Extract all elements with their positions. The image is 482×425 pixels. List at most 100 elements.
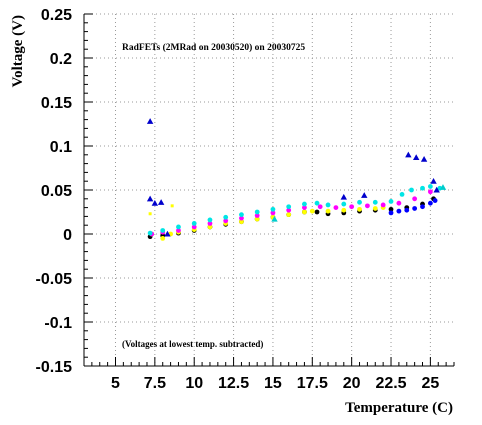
data-point [427,184,433,189]
data-point [413,154,420,160]
data-point [286,212,292,218]
data-point [309,208,315,214]
data-point [439,184,447,190]
data-point [396,200,402,206]
x-tick-label: 7.5 [144,375,166,392]
data-point [420,156,428,162]
data-point [432,198,438,203]
x-tick-label: 25 [421,375,439,392]
data-point [160,236,166,241]
data-point [239,219,244,225]
y-tick-label: -0.15 [36,359,73,376]
data-point [239,215,244,221]
data-point [207,217,213,223]
data-point [341,207,347,213]
data-point [254,216,260,222]
data-point [333,205,339,211]
data-point [420,185,425,191]
data-point [191,221,197,226]
chart-annotation: (Voltages at lowest temp. subtracted) [122,339,263,349]
chart-title: RadFETs (2MRad on 20030520) on 20030725 [122,42,305,53]
data-point [170,204,174,208]
y-tick-label: 0.05 [41,183,72,200]
data-point [412,206,418,211]
data-point [349,204,355,210]
y-ticks: -0.15 -0.1 -0.05 0 0.05 0.1 0.15 0.2 0.25 [36,7,93,376]
data-point [270,206,276,212]
data-point [357,206,362,212]
data-point [286,207,292,213]
data-point [146,118,154,124]
data-points [146,118,447,241]
data-point [254,209,260,215]
data-point [151,200,159,206]
data-point [160,228,166,233]
x-tick-label: 15 [264,375,282,392]
x-tick-label: 10 [185,375,203,392]
data-point [191,224,197,230]
data-point [388,210,394,216]
data-point [388,206,394,212]
x-tick-label: 17.5 [297,375,328,392]
y-axis-label: Voltage (V) [10,15,26,87]
x-tick-label: 5 [111,375,120,392]
data-point [147,230,153,236]
x-tick-label: 20 [343,375,361,392]
data-point [302,201,307,207]
data-point [325,208,331,214]
data-point [314,200,320,206]
data-point [433,186,440,193]
data-point [396,208,402,214]
data-point [341,201,347,207]
data-point [412,196,418,202]
data-point [176,224,181,230]
data-point [380,202,386,208]
y-tick-label: -0.1 [44,315,72,332]
data-point [164,230,171,237]
data-point [372,199,378,205]
data-point [427,189,433,195]
data-point [317,204,323,210]
data-point [207,224,213,230]
data-point [404,207,410,213]
data-point [239,212,244,218]
data-point [157,199,165,205]
series-5 [146,118,440,237]
data-point [357,199,362,205]
data-point [302,205,307,211]
data-point [409,187,414,193]
data-point [314,209,320,215]
data-point [405,151,412,158]
x-axis-label: Temperature (C) [345,400,453,416]
y-tick-label: 0 [63,227,72,244]
x-tick-label: 22.5 [375,375,406,392]
data-point [207,221,213,226]
data-point [372,206,378,211]
data-point [254,213,260,218]
grid [84,13,454,367]
x-tick-label: 12.5 [218,375,249,392]
data-point [420,204,425,210]
y-tick-label: 0.2 [50,51,72,68]
data-point [388,199,394,204]
data-point [286,204,292,210]
data-point [146,195,154,202]
data-point [427,200,433,206]
series-4 [388,198,438,216]
data-point [302,209,307,215]
series-2 [149,189,433,237]
y-tick-label: 0.1 [50,139,72,156]
data-point [223,218,229,224]
y-tick-label: 0.25 [41,7,72,24]
data-point [223,214,229,220]
data-point [361,192,368,198]
data-point [399,192,405,197]
y-tick-label: -0.05 [36,271,73,288]
x-ticks: 5 7.5 10 12.5 15 17.5 20 22.5 25 [83,357,455,392]
series-7 [271,184,447,222]
data-point [430,178,437,184]
series-6 [148,204,174,216]
data-point [270,210,276,216]
data-point [325,202,331,208]
